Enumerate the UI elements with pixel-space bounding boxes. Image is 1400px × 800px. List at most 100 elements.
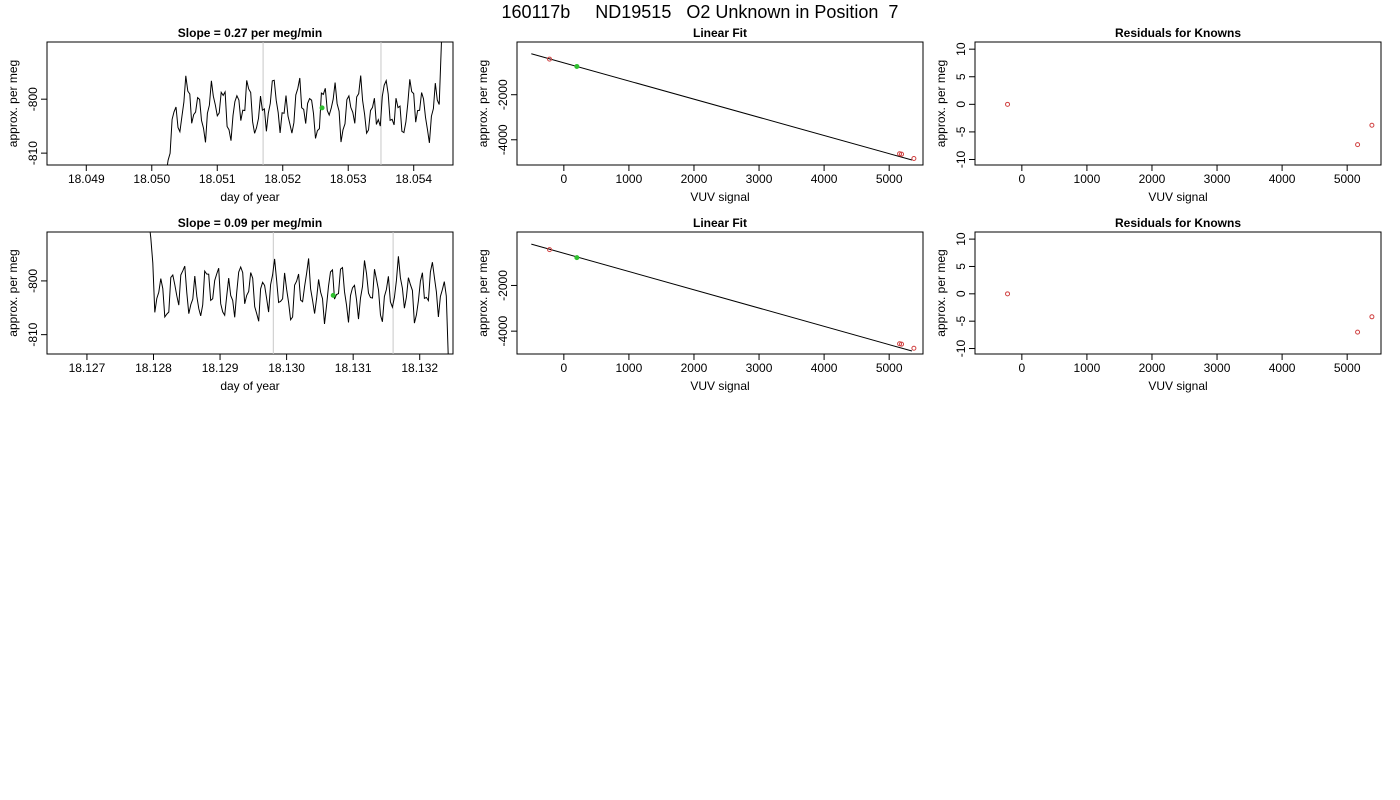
y-tick-label: 5: [954, 73, 968, 80]
y-tick-label: -810: [26, 322, 40, 346]
x-tick-label: 3000: [746, 172, 773, 186]
known-point: [1369, 122, 1375, 128]
x-tick-label: 2000: [1139, 361, 1166, 375]
plot-title: Linear Fit: [693, 216, 747, 230]
unknown-point: [319, 105, 325, 111]
x-tick-label: 0: [1019, 172, 1026, 186]
x-tick-label: 1000: [1074, 361, 1101, 375]
x-tick-label: 4000: [811, 361, 838, 375]
x-tick-label: 0: [1019, 361, 1026, 375]
x-tick-label: 18.131: [335, 361, 372, 375]
x-tick-label: 3000: [1204, 172, 1231, 186]
plot-frame: [46, 231, 454, 355]
y-tick-label: -10: [954, 150, 968, 168]
plot-panel-3: Residuals for Knowns 0 1000 2000 3000 4000 500…: [934, 26, 1382, 204]
plot-panel-6: Residuals for Knowns 0 1000 2000 3000 4000 500…: [934, 216, 1382, 393]
x-tick-label: 0: [561, 172, 568, 186]
plot-frame: [974, 41, 1382, 166]
y-tick-label: -800: [26, 269, 40, 293]
y-axis-label: approx. per meg: [6, 60, 20, 147]
unknown-point: [574, 255, 580, 261]
unknown-point: [330, 292, 336, 298]
plot-title: Linear Fit: [693, 26, 747, 40]
fit-line: [531, 53, 913, 161]
x-tick-label: 18.053: [330, 172, 367, 186]
plot-title: Residuals for Knowns: [1115, 216, 1241, 230]
x-tick-label: 18.132: [401, 361, 438, 375]
plot-panel-1: Slope = 0.27 per meg/min 18.049 18.050 18.0…: [6, 26, 454, 204]
x-axis-label: VUV signal: [1148, 379, 1207, 393]
y-tick-label: -2000: [496, 270, 510, 301]
x-tick-label: 1000: [616, 172, 643, 186]
data-trace: [166, 42, 442, 165]
x-tick-label: 4000: [1269, 361, 1296, 375]
x-axis-label: VUV signal: [690, 379, 749, 393]
y-tick-label: -800: [26, 87, 40, 111]
y-tick-label: 5: [954, 263, 968, 270]
x-tick-label: 18.054: [395, 172, 432, 186]
x-tick-label: 4000: [1269, 172, 1296, 186]
y-tick-label: -4000: [496, 124, 510, 155]
y-tick-label: -10: [954, 340, 968, 358]
y-axis-label: approx. per meg: [476, 60, 490, 147]
known-point: [1005, 101, 1011, 107]
known-point: [547, 56, 553, 62]
y-axis-label: approx. per meg: [934, 60, 948, 147]
x-tick-label: 18.130: [268, 361, 305, 375]
x-tick-label: 18.051: [199, 172, 236, 186]
x-tick-label: 2000: [1139, 172, 1166, 186]
plot-panel-5: Linear Fit 0 1000 2000 3000 4000 5000 -4000 -200…: [476, 216, 924, 393]
x-axis-label: day of year: [220, 379, 279, 393]
x-tick-label: 18.050: [133, 172, 170, 186]
y-tick-label: 0: [954, 290, 968, 297]
data-trace: [149, 232, 449, 354]
plot-data: [531, 243, 917, 352]
plot-panel-2: Linear Fit 0 1000 2000 3000 4000 5000 -4000 -200…: [476, 26, 924, 204]
y-tick-label: 10: [954, 232, 968, 246]
y-tick-label: 0: [954, 101, 968, 108]
plot-frame: [974, 231, 1382, 355]
plot-frame: [516, 41, 924, 166]
plot-title: Residuals for Knowns: [1115, 26, 1241, 40]
x-tick-label: 2000: [681, 361, 708, 375]
plot-data: [1005, 101, 1375, 148]
x-tick-label: 5000: [1334, 361, 1361, 375]
y-axis-label: approx. per meg: [934, 249, 948, 336]
y-axis-label: approx. per meg: [476, 249, 490, 336]
plot-panel-4: Slope = 0.09 per meg/min 18.127 18.128 18.1…: [6, 216, 454, 393]
x-tick-label: 2000: [681, 172, 708, 186]
known-point: [1355, 142, 1361, 148]
known-point: [1355, 329, 1361, 335]
x-tick-label: 1000: [616, 361, 643, 375]
plot-data: [531, 53, 917, 161]
known-point: [547, 247, 553, 253]
y-tick-label: -4000: [496, 315, 510, 346]
x-tick-label: 18.052: [264, 172, 301, 186]
x-tick-label: 18.129: [202, 361, 239, 375]
x-tick-label: 18.128: [135, 361, 172, 375]
x-tick-label: 18.049: [68, 172, 105, 186]
x-tick-label: 5000: [1334, 172, 1361, 186]
unknown-point: [574, 63, 580, 69]
x-tick-label: 3000: [746, 361, 773, 375]
x-axis-label: VUV signal: [1148, 190, 1207, 204]
x-axis-label: day of year: [220, 190, 279, 204]
x-tick-label: 3000: [1204, 361, 1231, 375]
known-point: [1005, 291, 1011, 297]
x-tick-label: 1000: [1074, 172, 1101, 186]
fit-line: [531, 243, 913, 352]
plot-data: [1005, 291, 1375, 335]
plot-frame: [46, 41, 454, 166]
y-tick-label: -5: [954, 126, 968, 137]
y-tick-label: -5: [954, 316, 968, 327]
known-point: [899, 151, 905, 157]
y-axis-label: approx. per meg: [6, 249, 20, 336]
plot-frame: [516, 231, 924, 355]
plot-title: Slope = 0.27 per meg/min: [178, 26, 322, 40]
known-point: [911, 345, 917, 351]
page-title: 160117b ND19515 O2 Unknown in Position 7: [501, 2, 899, 22]
x-tick-label: 5000: [876, 361, 903, 375]
x-tick-label: 5000: [876, 172, 903, 186]
known-point: [899, 341, 905, 347]
